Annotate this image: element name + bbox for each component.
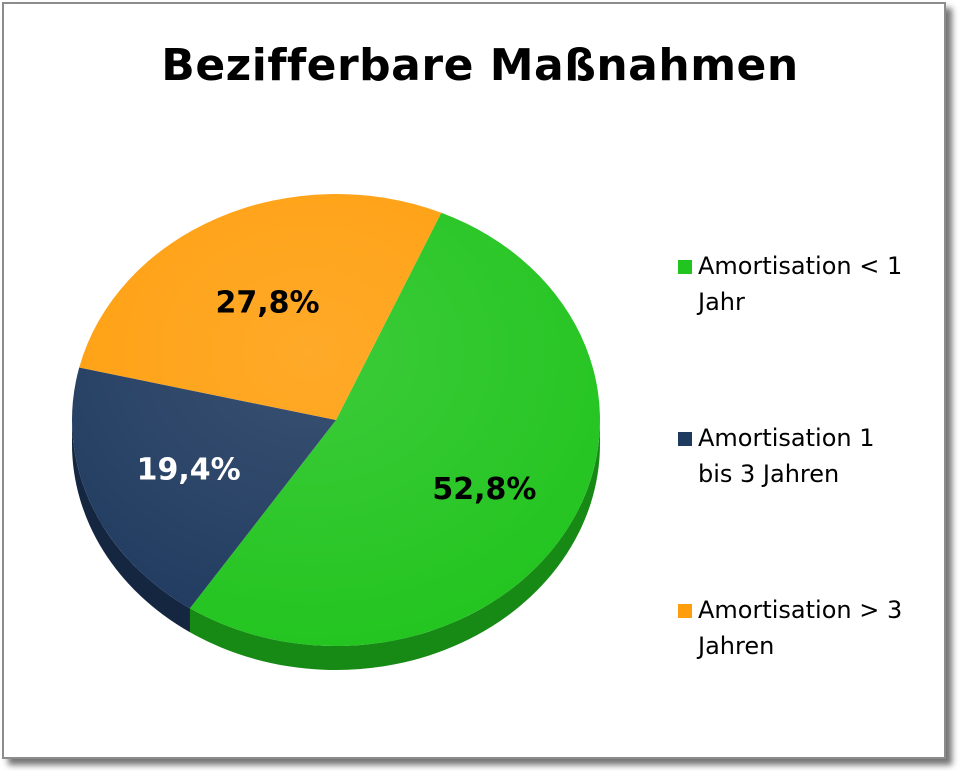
legend-swatch-navy [678, 432, 692, 446]
chart-title: Bezifferbare Maßnahmen [161, 40, 799, 91]
pie-slice-label: 52,8% [432, 472, 536, 507]
legend-label-line1: Amortisation 1 [698, 424, 875, 452]
legend-label-line2: bis 3 Jahren [698, 460, 840, 488]
pie-top-group [71, 194, 601, 646]
legend-label-line1: Amortisation < 1 [698, 252, 903, 280]
pie-highlight [72, 194, 600, 646]
pie-label-group: 52,8% 19,4% 27,8% [137, 286, 537, 507]
pie-slice-side [71, 420, 190, 633]
legend-label-line2: Jahren [698, 632, 775, 660]
pie-slice-label: 19,4% [137, 453, 241, 488]
legend-swatch-orange [678, 604, 692, 618]
pie-slice-side [189, 420, 601, 670]
legend-label-line1: Amortisation > 3 [698, 596, 903, 624]
pie-slice-label: 27,8% [216, 286, 320, 321]
legend-label-line2: Jahr [698, 288, 745, 316]
pie-side-group [71, 420, 601, 670]
legend-swatch-green [678, 260, 692, 274]
